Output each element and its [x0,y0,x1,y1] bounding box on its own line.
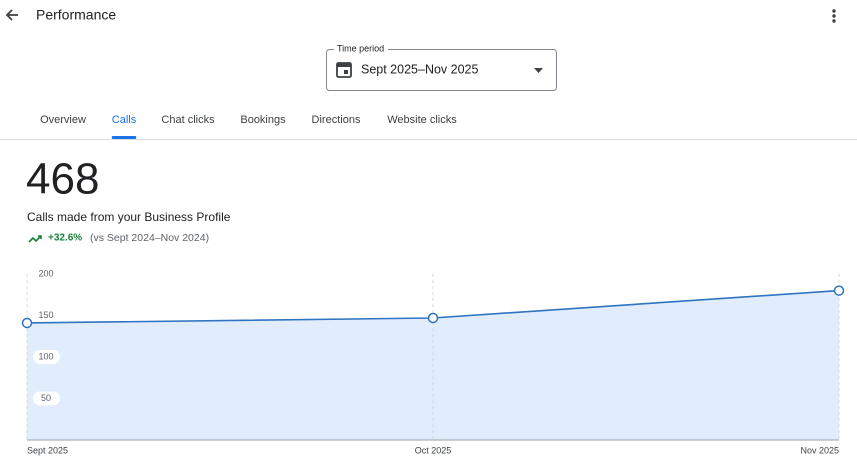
total-value: 468 [26,155,99,204]
x-tick-label: Sept 2025 [27,445,68,455]
point [427,312,439,324]
dot [832,9,836,13]
tab-label: Bookings [240,114,286,126]
select-box [326,49,557,91]
calendar-icon [336,62,352,78]
point [21,317,33,329]
y-tick-bg [33,391,60,406]
point [833,285,845,296]
y-tick-label: 100 [38,351,53,361]
change: +32.6% [48,233,82,244]
tab-indicator [111,136,137,139]
dropdown-arrow [534,68,543,73]
tabs: Overview Calls Chat clicks Bookings Directio… [40,114,457,139]
tab[interactable]: Website clicks [387,114,457,126]
y-tick-bg [33,350,60,364]
chart: 50 100 150 200 Sept 2025 Oct 2025 Nov 2025 [21,267,845,455]
tab-label: Calls [112,114,137,126]
comparison: (vs Sept 2024–Nov 2024) [90,232,209,244]
x-tick-label: Nov 2025 [800,445,839,455]
trend-icon [28,235,42,243]
dot [832,14,836,18]
label-bg [334,43,388,55]
dot [832,19,836,23]
tab-label: Directions [312,114,361,126]
more-button[interactable] [832,9,836,23]
select-label: Time period [337,43,384,53]
y-tick-bg [33,308,60,323]
tab-label: Overview [40,114,86,126]
tab[interactable]: Chat clicks [161,114,215,126]
time-period-select[interactable]: Time period Sept 2025–Nov 2025 [326,43,557,91]
y-tick-bg [33,267,60,281]
total-description: Calls made from your Business Profile [27,210,231,224]
y-tick-label: 200 [38,268,53,278]
tab-label: Website clicks [387,114,457,126]
tab-label: Chat clicks [161,114,215,126]
back-button[interactable] [5,9,18,21]
select-value: Sept 2025–Nov 2025 [361,62,479,76]
y-tick-label: 50 [41,393,51,403]
tab[interactable]: Bookings [240,114,286,126]
tab[interactable]: Calls [111,114,137,139]
tab[interactable]: Directions [312,114,361,126]
x-tick-label: Oct 2025 [415,445,452,455]
y-tick-label: 150 [38,310,53,320]
back-arrow [5,9,18,21]
tab[interactable]: Overview [40,114,86,126]
page-title: Performance [36,7,116,23]
